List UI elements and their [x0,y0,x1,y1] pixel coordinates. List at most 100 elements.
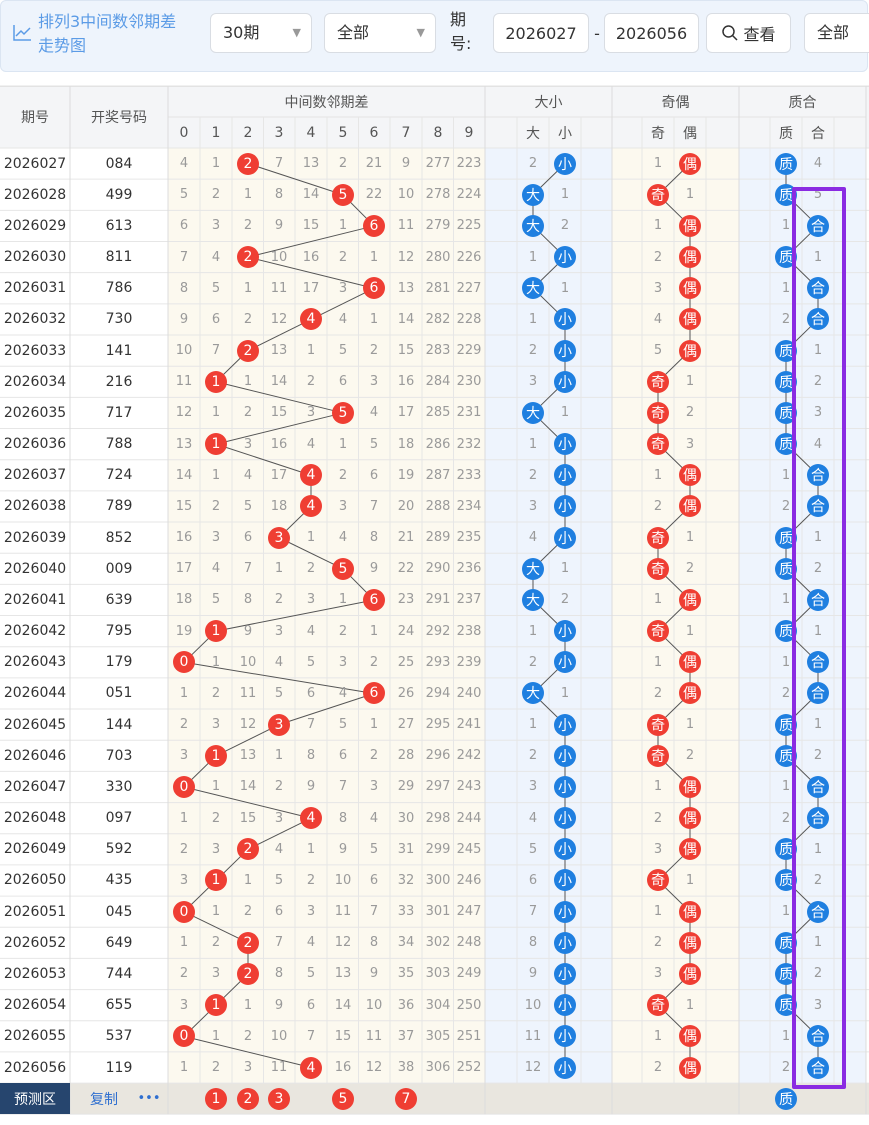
ball: 小 [554,900,576,923]
miss-value: 28 [397,748,415,764]
miss-value: 2 [653,935,663,951]
miss-value: 2 [243,1028,253,1044]
miss-value: 11 [365,1028,383,1044]
miss-value: 2 [653,498,663,514]
issue-cell: 2026049 [3,841,67,858]
issue-cell: 2026034 [3,373,67,390]
miss-value: 290 [425,561,451,577]
issue-cell: 2026055 [3,1028,67,1045]
miss-value: 3 [211,218,221,234]
miss-value: 7 [369,904,379,920]
sub-header: 大 [526,125,540,142]
ball: 5 [332,557,354,580]
filter-select[interactable]: 全部 ▼ [324,13,436,53]
miss-value: 1 [560,561,570,577]
ball: 质 [775,744,797,767]
miss-value: 301 [425,904,451,920]
miss-value: 2 [528,343,538,359]
miss-value: 243 [456,779,482,795]
miss-value: 1 [781,218,791,234]
ball: 小 [554,526,576,549]
miss-value: 2 [813,561,823,577]
miss-value: 1 [243,997,253,1013]
ball: 质 [775,931,797,954]
trend-line [247,256,375,289]
ball: 5 [332,401,354,424]
miss-value: 31 [397,841,415,857]
issue-cell: 2026032 [3,311,67,328]
ball: 偶 [679,246,701,269]
issue-cell: 2026052 [3,934,67,951]
number-cell: 119 [105,1059,133,1076]
sub-header: 7 [401,124,411,141]
query-button[interactable]: 查看 [706,13,791,53]
miss-value: 34 [397,935,415,951]
ball: 2 [237,1087,259,1110]
select-value: 全部 [337,23,370,42]
miss-value: 11 [270,1060,288,1075]
miss-value: 233 [456,467,482,483]
ball: 大 [522,401,544,424]
ball: 质 [775,713,797,736]
ball: 6 [363,588,385,611]
group-title: 奇偶 [661,94,690,111]
issue-to-input[interactable]: 2026056 [604,13,699,53]
miss-value: 1 [179,935,189,951]
miss-value: 1 [306,530,316,546]
miss-value: 1 [560,685,570,701]
miss-value: 1 [653,218,663,234]
trend-line [215,381,344,414]
issue-cell: 2026040 [3,560,67,577]
miss-value: 1 [685,623,695,639]
ball: 4 [300,464,322,487]
miss-value: 291 [425,592,451,608]
number-cell: 744 [105,965,133,982]
issue-cell: 2026050 [3,872,67,889]
ball: 合 [807,807,829,830]
miss-value: 6 [179,218,189,234]
ball: 合 [807,588,829,611]
extra-select[interactable]: 全部 [804,13,869,53]
ball: 1 [205,869,227,892]
miss-value: 7 [179,249,189,265]
miss-value: 3 [528,374,538,390]
issue-from-input[interactable]: 2026027 [493,13,589,53]
miss-value: 2 [653,249,663,265]
ball: 大 [522,183,544,206]
miss-value: 226 [456,249,482,265]
miss-value: 9 [528,966,538,982]
miss-value: 1 [369,717,379,733]
miss-value: 24 [397,623,415,639]
ball: 偶 [679,152,701,175]
period-select[interactable]: 30期 ▼ [210,13,312,53]
ball: 2 [237,931,259,954]
ball: 小 [554,651,576,674]
miss-value: 2 [560,218,570,234]
miss-value: 7 [243,561,253,577]
miss-value: 5 [274,685,284,701]
issue-cell: 2026036 [3,436,67,453]
sub-header: 小 [558,125,572,142]
miss-value: 2 [528,748,538,764]
miss-value: 7 [211,343,221,359]
miss-value: 16 [175,530,193,546]
miss-value: 240 [456,685,482,701]
ball: 大 [522,588,544,611]
ball: 1 [205,744,227,767]
miss-value: 1 [211,156,221,172]
miss-value: 2 [211,935,221,951]
miss-value: 3 [338,654,348,670]
miss-value: 9 [243,623,253,639]
miss-value: 4 [528,810,538,826]
miss-value: 21 [365,156,383,172]
miss-value: 299 [425,841,451,857]
miss-value: 1 [653,904,663,920]
ball: 合 [807,682,829,705]
ball: 合 [807,464,829,487]
miss-value: 9 [274,997,284,1013]
number-cell: 786 [105,280,133,297]
miss-value: 1 [528,623,538,639]
miss-value: 11 [397,218,415,234]
miss-value: 4 [813,156,823,172]
miss-value: 6 [243,530,253,546]
